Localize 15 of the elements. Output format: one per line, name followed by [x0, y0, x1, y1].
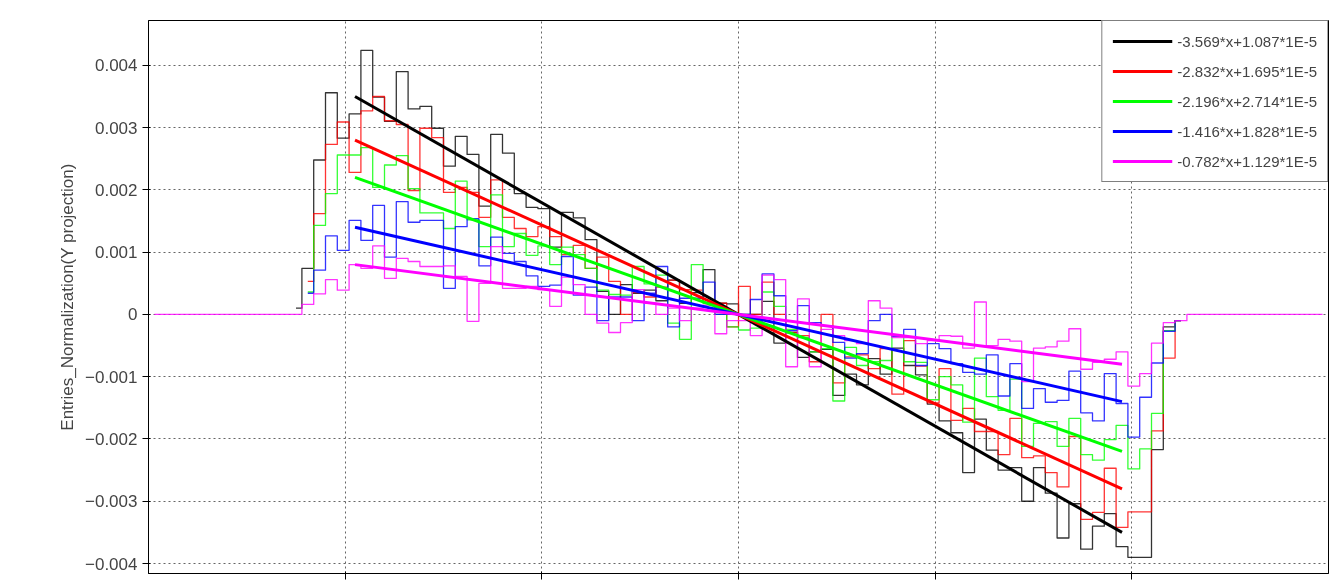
y-axis-title: Entries_Normalization(Y projection)	[58, 163, 78, 431]
y-tick-label: 0.001	[94, 243, 138, 263]
y-tick-label: 0.002	[94, 180, 138, 200]
y-tick-label: −0.004	[85, 554, 138, 574]
y-tick-label: −0.002	[85, 429, 138, 449]
y-tick-label: 0.004	[94, 56, 138, 76]
legend-label: -2.832*x+1.695*1E-5	[1177, 62, 1317, 80]
legend-label: -0.782*x+1.129*1E-5	[1177, 152, 1317, 170]
y-tick-label: −0.003	[85, 492, 138, 512]
legend-label: -1.416*x+1.828*1E-5	[1177, 122, 1317, 140]
legend-label: -3.569*x+1.087*1E-5	[1177, 32, 1317, 50]
legend-label: -2.196*x+2.714*1E-5	[1177, 92, 1317, 110]
y-tick-label: 0	[128, 305, 138, 325]
y-tick-label: 0.003	[94, 118, 138, 138]
y-tick-label: −0.001	[85, 367, 138, 387]
